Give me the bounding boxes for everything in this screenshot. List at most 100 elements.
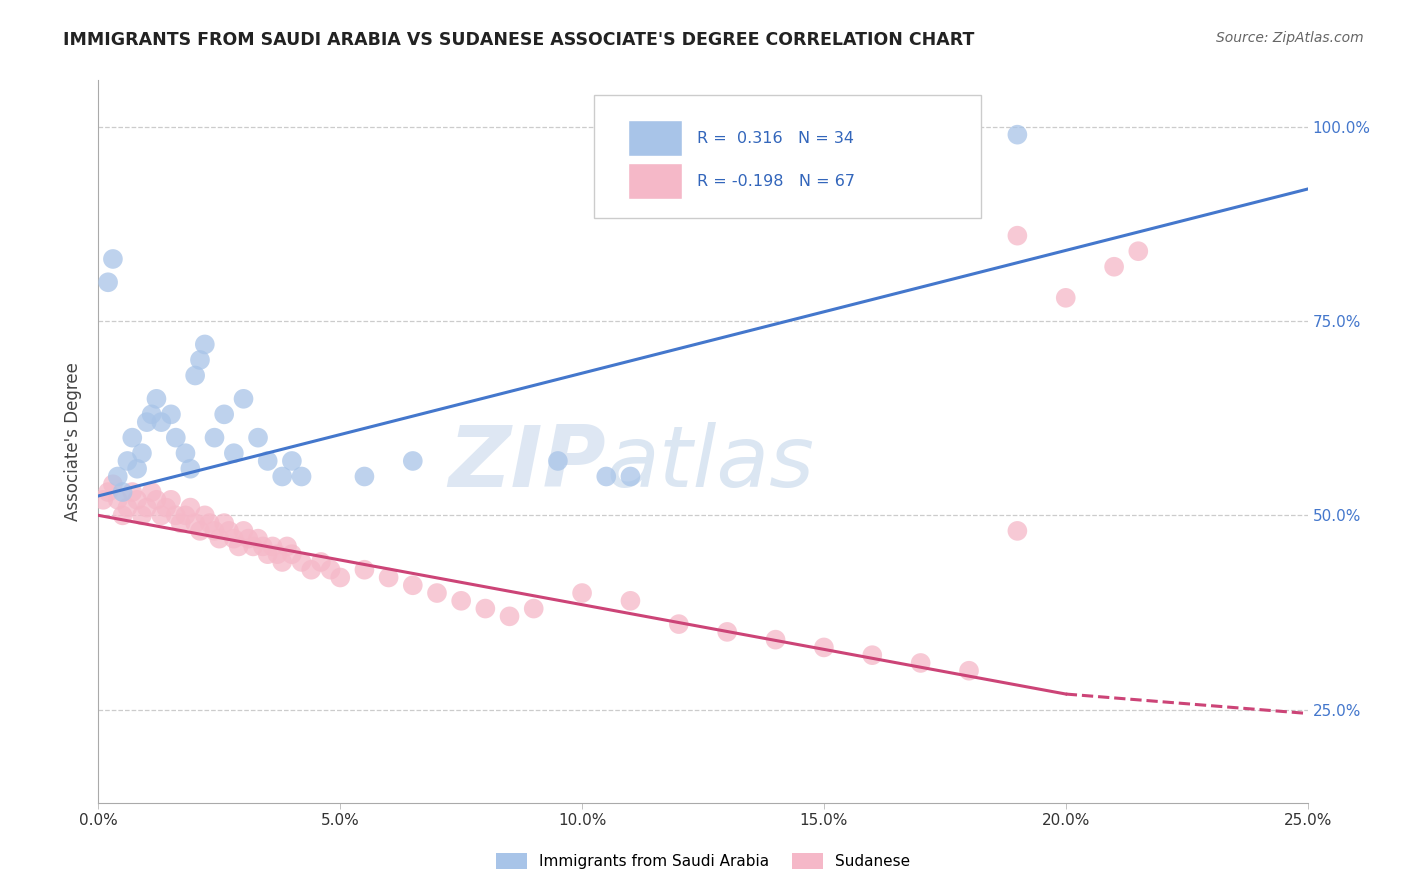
Point	[498, 609, 520, 624]
Point	[160, 408, 183, 422]
Point	[121, 431, 143, 445]
Point	[107, 469, 129, 483]
Point	[402, 578, 425, 592]
Y-axis label: Associate's Degree: Associate's Degree	[65, 362, 83, 521]
Point	[212, 516, 235, 530]
Point	[242, 540, 264, 554]
Point	[141, 485, 163, 500]
Point	[271, 555, 294, 569]
Point	[127, 492, 149, 507]
Point	[256, 547, 278, 561]
Point	[218, 524, 240, 538]
Point	[179, 500, 201, 515]
Point	[97, 275, 120, 289]
Point	[281, 547, 304, 561]
Point	[184, 516, 207, 530]
FancyBboxPatch shape	[595, 95, 981, 218]
Point	[765, 632, 787, 647]
Point	[1007, 524, 1029, 538]
Point	[111, 485, 134, 500]
Point	[271, 469, 294, 483]
Point	[174, 446, 197, 460]
Point	[238, 532, 260, 546]
Text: Source: ZipAtlas.com: Source: ZipAtlas.com	[1216, 31, 1364, 45]
Point	[222, 532, 245, 546]
FancyBboxPatch shape	[628, 120, 682, 156]
Point	[232, 392, 254, 406]
Point	[426, 586, 449, 600]
Point	[198, 516, 221, 530]
Point	[141, 408, 163, 422]
Point	[1102, 260, 1125, 274]
Point	[188, 524, 211, 538]
Text: R =  0.316   N = 34: R = 0.316 N = 34	[697, 130, 853, 145]
Point	[256, 454, 278, 468]
Point	[101, 252, 124, 266]
Point	[204, 524, 226, 538]
Point	[619, 594, 641, 608]
Point	[276, 540, 298, 554]
Point	[188, 353, 211, 368]
Point	[194, 508, 217, 523]
Point	[957, 664, 980, 678]
Point	[155, 500, 177, 515]
Point	[262, 540, 284, 554]
Point	[1128, 244, 1150, 259]
Point	[353, 469, 375, 483]
Point	[474, 601, 496, 615]
Point	[179, 461, 201, 475]
Text: R = -0.198   N = 67: R = -0.198 N = 67	[697, 174, 855, 189]
Point	[281, 454, 304, 468]
Point	[247, 431, 270, 445]
Text: IMMIGRANTS FROM SAUDI ARABIA VS SUDANESE ASSOCIATE'S DEGREE CORRELATION CHART: IMMIGRANTS FROM SAUDI ARABIA VS SUDANESE…	[63, 31, 974, 49]
Point	[184, 368, 207, 383]
Point	[232, 524, 254, 538]
Point	[174, 508, 197, 523]
Point	[860, 648, 883, 663]
Point	[101, 477, 124, 491]
Point	[145, 492, 167, 507]
Point	[290, 469, 312, 483]
Point	[329, 570, 352, 584]
Point	[290, 555, 312, 569]
Point	[222, 446, 245, 460]
Point	[127, 461, 149, 475]
Point	[571, 586, 593, 600]
Point	[194, 337, 217, 351]
Point	[309, 555, 332, 569]
Point	[117, 500, 139, 515]
Point	[716, 624, 738, 639]
Point	[107, 492, 129, 507]
Point	[450, 594, 472, 608]
Point	[165, 508, 187, 523]
Point	[208, 532, 231, 546]
Point	[523, 601, 546, 615]
Point	[111, 508, 134, 523]
Point	[145, 392, 167, 406]
Point	[169, 516, 191, 530]
Point	[131, 446, 153, 460]
Point	[91, 492, 114, 507]
Point	[150, 508, 173, 523]
Point	[353, 563, 375, 577]
Point	[135, 415, 157, 429]
Point	[319, 563, 342, 577]
Point	[165, 431, 187, 445]
FancyBboxPatch shape	[628, 163, 682, 200]
Text: ZIP: ZIP	[449, 422, 606, 505]
Point	[266, 547, 288, 561]
Point	[1007, 228, 1029, 243]
Point	[252, 540, 274, 554]
Point	[121, 485, 143, 500]
Point	[619, 469, 641, 483]
Text: atlas: atlas	[606, 422, 814, 505]
Point	[299, 563, 322, 577]
Point	[668, 617, 690, 632]
Point	[131, 508, 153, 523]
Point	[150, 415, 173, 429]
Point	[204, 431, 226, 445]
Point	[910, 656, 932, 670]
Point	[1054, 291, 1077, 305]
Point	[547, 454, 569, 468]
Point	[247, 532, 270, 546]
